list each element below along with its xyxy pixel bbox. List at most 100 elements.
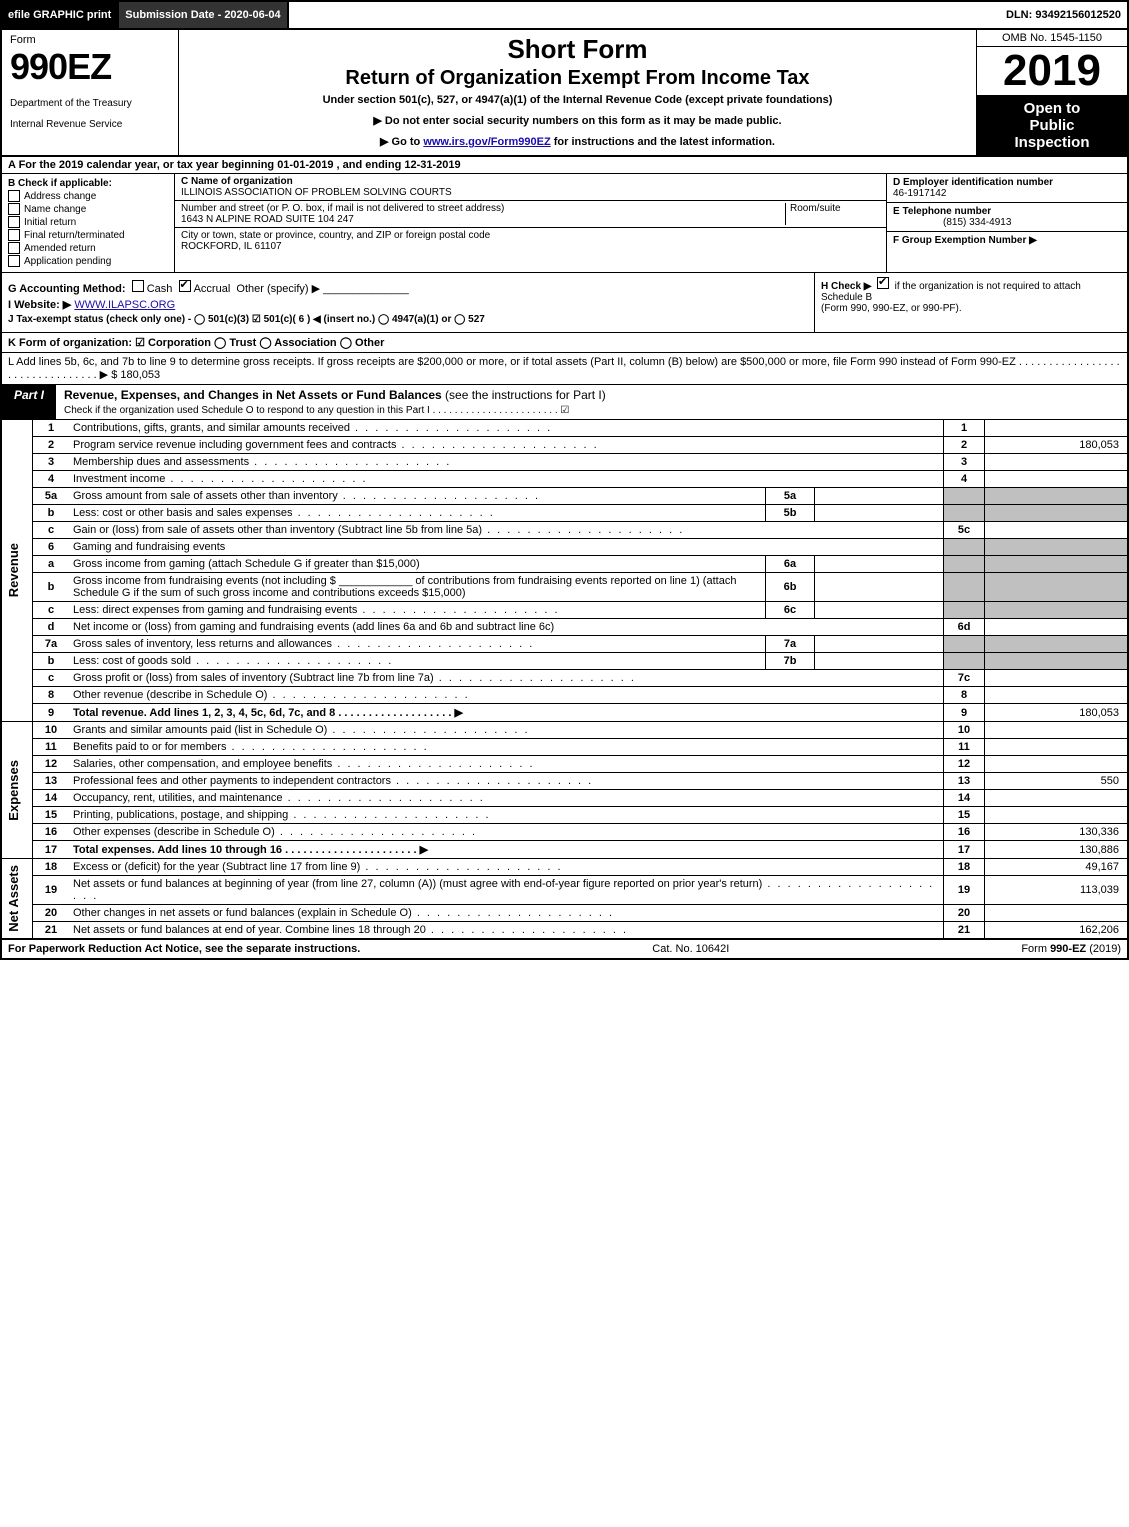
r12: 12 <box>944 756 985 773</box>
d19: Net assets or fund balances at beginning… <box>73 878 934 902</box>
a10 <box>985 722 1129 739</box>
h-label-3: (Form 990, 990-EZ, or 990-PF). <box>821 303 962 314</box>
d6b: Gross income from fundraising events (no… <box>73 575 736 599</box>
v6c <box>815 602 944 619</box>
form-number: 990EZ <box>10 46 170 88</box>
info-block: B Check if applicable: Address change Na… <box>0 174 1129 273</box>
under-section: Under section 501(c), 527, or 4947(a)(1)… <box>187 94 968 106</box>
a14 <box>985 790 1129 807</box>
d7c: Gross profit or (loss) from sales of inv… <box>73 672 636 684</box>
r9: 9 <box>944 704 985 722</box>
part-1-title-bold: Revenue, Expenses, and Changes in Net As… <box>64 388 442 402</box>
chk-application-pending[interactable] <box>8 255 20 267</box>
a8 <box>985 687 1129 704</box>
n6b: b <box>33 573 70 602</box>
r7a-shade <box>944 636 985 653</box>
d20: Other changes in net assets or fund bala… <box>73 907 614 919</box>
r10: 10 <box>944 722 985 739</box>
r15: 15 <box>944 807 985 824</box>
chk-name-change[interactable] <box>8 203 20 215</box>
header-left: Form 990EZ Department of the Treasury In… <box>2 30 179 155</box>
n20: 20 <box>33 905 70 922</box>
side-netassets: Net Assets <box>6 865 21 932</box>
chk-h[interactable] <box>877 277 889 289</box>
a5c <box>985 522 1129 539</box>
v6a <box>815 556 944 573</box>
chk-amended-return[interactable] <box>8 242 20 254</box>
r8: 8 <box>944 687 985 704</box>
r5a-shade <box>944 488 985 505</box>
r6b-shade <box>944 573 985 602</box>
d6d: Net income or (loss) from gaming and fun… <box>73 621 554 633</box>
a13: 550 <box>985 773 1129 790</box>
open-line3: Inspection <box>979 134 1125 151</box>
a15 <box>985 807 1129 824</box>
r14: 14 <box>944 790 985 807</box>
r1: 1 <box>944 420 985 437</box>
lbl-address-change: Address change <box>24 191 96 202</box>
v6b <box>815 573 944 602</box>
top-bar: efile GRAPHIC print Submission Date - 20… <box>0 0 1129 30</box>
r5b-shade <box>944 505 985 522</box>
dept-irs: Internal Revenue Service <box>10 119 170 130</box>
n6d: d <box>33 619 70 636</box>
d14: Occupancy, rent, utilities, and maintena… <box>73 792 485 804</box>
a20 <box>985 905 1129 922</box>
n7a: 7a <box>33 636 70 653</box>
r4: 4 <box>944 471 985 488</box>
box-def: D Employer identification number 46-1917… <box>886 174 1127 272</box>
goto-pre: ▶ Go to <box>380 136 423 148</box>
e-phone-value: (815) 334-4913 <box>893 217 1011 228</box>
r6d: 6d <box>944 619 985 636</box>
d11: Benefits paid to or for members <box>73 741 429 753</box>
a11 <box>985 739 1129 756</box>
efile-label[interactable]: efile GRAPHIC print <box>2 2 119 28</box>
d4: Investment income <box>73 473 368 485</box>
d12: Salaries, other compensation, and employ… <box>73 758 535 770</box>
lbl-initial-return: Initial return <box>24 217 76 228</box>
s7b: 7b <box>766 653 815 670</box>
d9: Total revenue. Add lines 1, 2, 3, 4, 5c,… <box>73 707 463 719</box>
irs-link[interactable]: www.irs.gov/Form990EZ <box>423 136 550 148</box>
l-value: 180,053 <box>120 369 160 381</box>
side-expenses: Expenses <box>6 760 21 821</box>
c-name-label: C Name of organization <box>181 176 293 187</box>
chk-accrual[interactable] <box>179 280 191 292</box>
line-a: A For the 2019 calendar year, or tax yea… <box>0 157 1129 174</box>
d10: Grants and similar amounts paid (list in… <box>73 724 530 736</box>
a3 <box>985 454 1129 471</box>
submission-date: Submission Date - 2020-06-04 <box>119 2 288 28</box>
dln: DLN: 93492156012520 <box>1000 2 1127 28</box>
row-ghij: G Accounting Method: Cash Accrual Other … <box>0 273 1129 333</box>
box-c: C Name of organization ILLINOIS ASSOCIAT… <box>175 174 886 272</box>
v7b <box>815 653 944 670</box>
k-text: K Form of organization: ☑ Corporation ◯ … <box>8 337 384 349</box>
form-header: Form 990EZ Department of the Treasury In… <box>0 30 1129 157</box>
r7c: 7c <box>944 670 985 687</box>
lbl-cash: Cash <box>147 283 173 295</box>
goto-post: for instructions and the latest informat… <box>554 136 775 148</box>
chk-final-return[interactable] <box>8 229 20 241</box>
chk-initial-return[interactable] <box>8 216 20 228</box>
n11: 11 <box>33 739 70 756</box>
part-1-header: Part I Revenue, Expenses, and Changes in… <box>0 385 1129 420</box>
n17: 17 <box>33 841 70 859</box>
d6c: Less: direct expenses from gaming and fu… <box>73 604 560 616</box>
box-b-header: B Check if applicable: <box>8 178 168 189</box>
d18: Excess or (deficit) for the year (Subtra… <box>73 861 563 873</box>
d-ein-label: D Employer identification number <box>893 177 1053 188</box>
a5a-shade <box>985 488 1129 505</box>
i-website-label: I Website: ▶ <box>8 299 71 311</box>
chk-cash[interactable] <box>132 280 144 292</box>
r6c-shade <box>944 602 985 619</box>
s6c: 6c <box>766 602 815 619</box>
n7c: c <box>33 670 70 687</box>
row-k: K Form of organization: ☑ Corporation ◯ … <box>0 333 1129 353</box>
open-line2: Public <box>979 117 1125 134</box>
website-link[interactable]: WWW.ILAPSC.ORG <box>74 299 175 311</box>
dept-treasury: Department of the Treasury <box>10 98 170 109</box>
a9: 180,053 <box>985 704 1129 722</box>
d17: Total expenses. Add lines 10 through 16 … <box>73 844 428 856</box>
chk-address-change[interactable] <box>8 190 20 202</box>
n2: 2 <box>33 437 70 454</box>
